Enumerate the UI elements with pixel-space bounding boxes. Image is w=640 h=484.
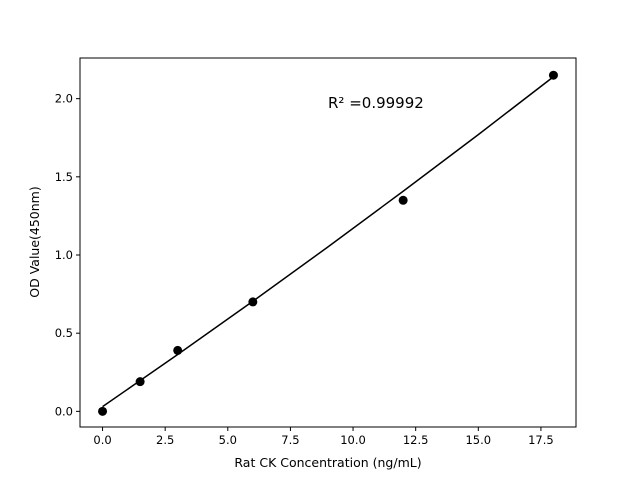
y-tick-label: 0.0 [55,404,73,418]
x-axis: 0.0 2.5 5.0 7.5 10.0 12.5 15.0 17.5 [93,427,554,447]
data-point [398,195,408,205]
x-tick-label: 10.0 [340,433,366,447]
data-point [173,345,183,355]
x-tick-label: 5.0 [219,433,237,447]
data-point [548,70,558,80]
x-tick-label: 2.5 [156,433,174,447]
x-tick-label: 17.5 [528,433,554,447]
y-tick-label: 1.0 [55,248,73,262]
y-tick-label: 1.5 [55,170,73,184]
y-axis-label: OD Value(450nm) [27,186,42,297]
data-point [248,297,258,307]
data-point [135,377,145,387]
y-tick-label: 2.0 [55,92,73,106]
y-tick-label: 0.5 [55,326,73,340]
x-tick-label: 15.0 [465,433,491,447]
x-tick-label: 12.5 [403,433,429,447]
plot-area [79,57,577,428]
r-squared-annotation: R² =0.99992 [328,94,424,112]
data-points [98,70,558,416]
y-axis: 0.0 0.5 1.0 1.5 2.0 [55,92,80,418]
x-tick-label: 7.5 [281,433,299,447]
x-tick-label: 0.0 [93,433,111,447]
data-point [98,406,108,416]
x-axis-label: Rat CK Concentration (ng/mL) [234,455,421,470]
